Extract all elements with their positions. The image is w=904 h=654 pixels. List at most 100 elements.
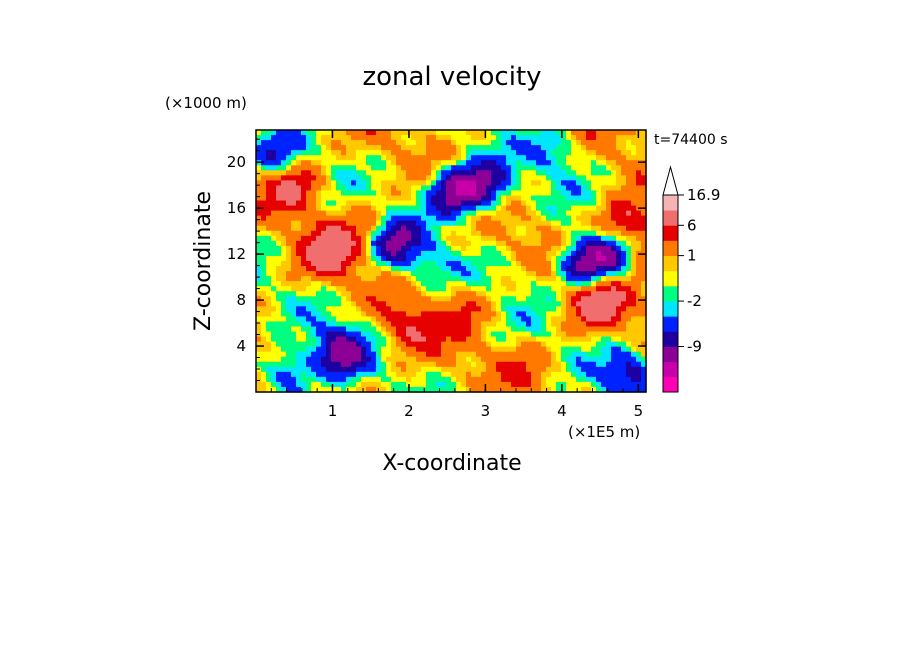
heatmap-cell bbox=[336, 291, 342, 297]
heatmap-cell bbox=[376, 371, 382, 378]
heatmap-cell bbox=[331, 210, 337, 217]
heatmap-cell bbox=[451, 165, 457, 171]
heatmap-cell bbox=[506, 301, 512, 307]
heatmap-cell bbox=[316, 326, 322, 333]
heatmap-cell bbox=[321, 286, 327, 292]
heatmap-cell bbox=[421, 296, 427, 302]
heatmap-cell bbox=[561, 145, 567, 151]
heatmap-cell bbox=[281, 266, 287, 272]
heatmap-cell bbox=[466, 225, 472, 232]
heatmap-cell bbox=[521, 296, 527, 302]
heatmap-cell bbox=[516, 261, 522, 267]
heatmap-cell bbox=[361, 250, 367, 257]
heatmap-cell bbox=[321, 331, 327, 338]
heatmap-cell bbox=[356, 326, 362, 333]
heatmap-cell bbox=[631, 361, 637, 368]
heatmap-cell bbox=[371, 316, 377, 323]
heatmap-cell bbox=[486, 135, 492, 141]
heatmap-cell bbox=[296, 210, 302, 217]
heatmap-cell bbox=[591, 381, 597, 388]
heatmap-cell bbox=[471, 326, 477, 333]
heatmap-cell bbox=[366, 140, 372, 146]
heatmap-cell bbox=[421, 240, 427, 247]
heatmap-cell bbox=[476, 160, 482, 166]
heatmap-cell bbox=[566, 130, 572, 136]
heatmap-cell bbox=[571, 215, 577, 222]
heatmap-cell bbox=[591, 281, 597, 287]
heatmap-cell bbox=[381, 271, 387, 277]
heatmap-cell bbox=[271, 130, 277, 136]
heatmap-cell bbox=[436, 130, 442, 136]
heatmap-cell bbox=[261, 155, 267, 161]
heatmap-cell bbox=[631, 170, 637, 176]
heatmap-cell bbox=[581, 135, 587, 141]
heatmap-cell bbox=[521, 160, 527, 166]
heatmap-cell bbox=[591, 376, 597, 383]
heatmap-cell bbox=[336, 210, 342, 217]
heatmap-cell bbox=[326, 281, 332, 287]
heatmap-cell bbox=[436, 225, 442, 232]
heatmap-cell bbox=[541, 276, 547, 282]
heatmap-cell bbox=[581, 170, 587, 176]
heatmap-cell bbox=[281, 366, 287, 373]
heatmap-cell bbox=[511, 230, 517, 237]
heatmap-cell bbox=[371, 291, 377, 297]
heatmap-cell bbox=[526, 346, 532, 353]
heatmap-cell bbox=[301, 255, 307, 262]
heatmap-cell bbox=[541, 336, 547, 343]
heatmap-cell bbox=[271, 245, 277, 252]
heatmap-cell bbox=[316, 235, 322, 242]
heatmap-cell bbox=[571, 366, 577, 373]
heatmap-cell bbox=[566, 150, 572, 156]
heatmap-cell bbox=[396, 321, 402, 328]
heatmap-cell bbox=[591, 351, 597, 358]
heatmap-cell bbox=[291, 266, 297, 272]
heatmap-cell bbox=[441, 336, 447, 343]
heatmap-cell bbox=[606, 135, 612, 141]
heatmap-cell bbox=[521, 376, 527, 383]
heatmap-cell bbox=[316, 356, 322, 363]
heatmap-cell bbox=[586, 266, 592, 272]
heatmap-cell bbox=[411, 235, 417, 242]
heatmap-cell bbox=[576, 255, 582, 262]
heatmap-cell bbox=[356, 301, 362, 307]
heatmap-cell bbox=[631, 296, 637, 302]
heatmap-cell bbox=[391, 195, 397, 202]
heatmap-cell bbox=[436, 135, 442, 141]
heatmap-cell bbox=[526, 286, 532, 292]
heatmap-cell bbox=[446, 190, 452, 197]
heatmap-cell bbox=[371, 255, 377, 262]
heatmap-cell bbox=[636, 200, 642, 207]
heatmap-cell bbox=[606, 140, 612, 146]
heatmap-cell bbox=[426, 266, 432, 272]
heatmap-cell bbox=[641, 175, 647, 181]
heatmap-cell bbox=[581, 371, 587, 378]
heatmap-cell bbox=[361, 215, 367, 222]
heatmap-cell bbox=[271, 250, 277, 257]
heatmap-cell bbox=[476, 190, 482, 197]
heatmap-cell bbox=[331, 301, 337, 307]
heatmap-cell bbox=[301, 296, 307, 302]
heatmap-cell bbox=[541, 240, 547, 247]
heatmap-cell bbox=[411, 326, 417, 333]
heatmap-cell bbox=[396, 266, 402, 272]
heatmap-cell bbox=[291, 336, 297, 343]
heatmap-cell bbox=[496, 245, 502, 252]
heatmap-cell bbox=[436, 205, 442, 212]
heatmap-cell bbox=[256, 306, 262, 312]
heatmap-cell bbox=[601, 331, 607, 338]
heatmap-cell bbox=[511, 155, 517, 161]
heatmap-cell bbox=[431, 240, 437, 247]
heatmap-cell bbox=[416, 215, 422, 222]
heatmap-cell bbox=[421, 180, 427, 187]
heatmap-cell bbox=[551, 160, 557, 166]
heatmap-cell bbox=[451, 220, 457, 227]
heatmap-cell bbox=[406, 291, 412, 297]
heatmap-cell bbox=[581, 250, 587, 257]
heatmap-cell bbox=[256, 276, 262, 282]
heatmap-cell bbox=[456, 170, 462, 176]
heatmap-cell bbox=[396, 376, 402, 383]
heatmap-cell bbox=[581, 180, 587, 187]
heatmap-cell bbox=[616, 170, 622, 176]
heatmap-cell bbox=[481, 150, 487, 156]
